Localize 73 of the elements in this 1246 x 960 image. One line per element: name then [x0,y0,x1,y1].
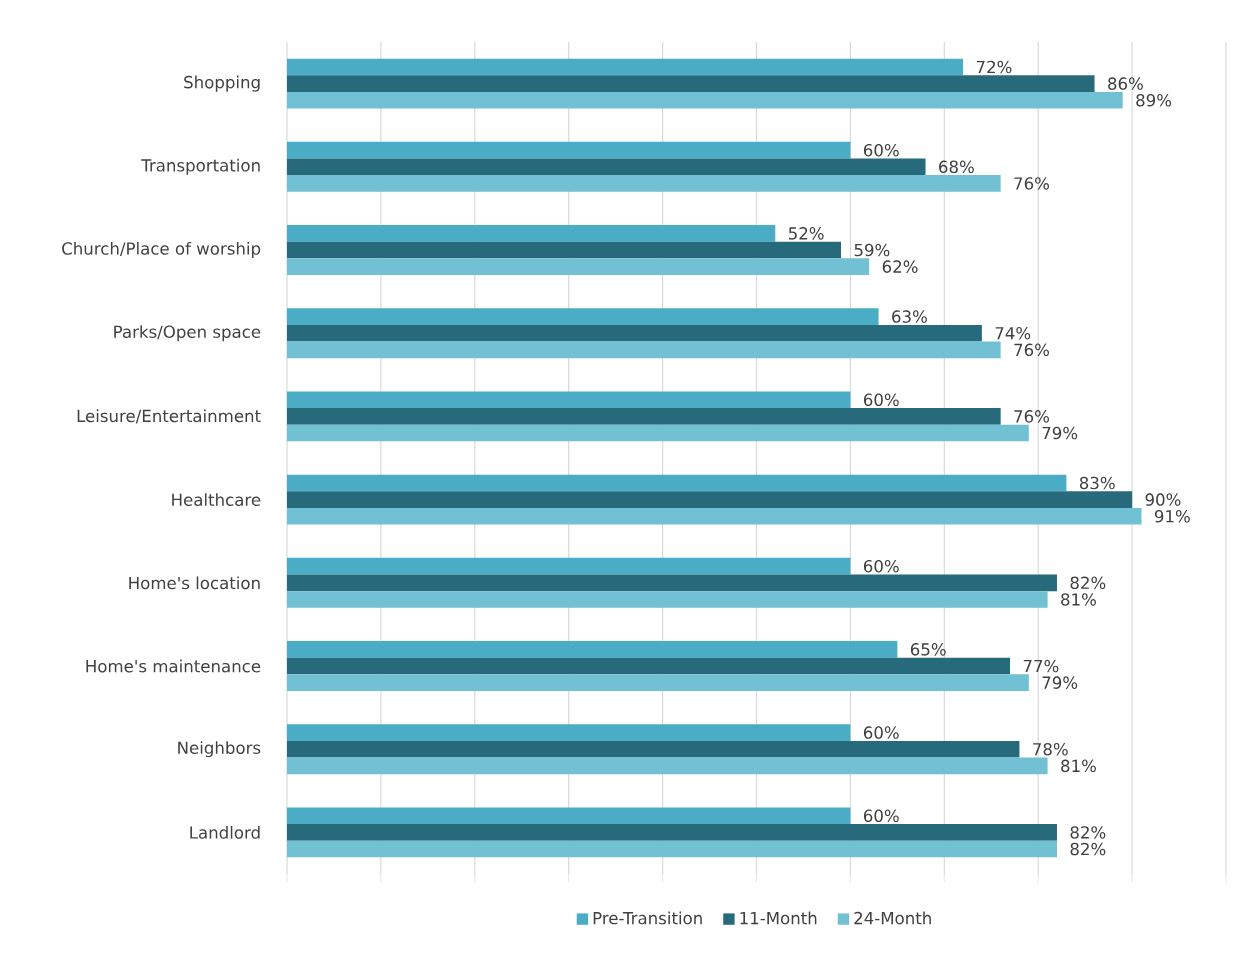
bar [287,408,1001,425]
bar [287,474,1067,492]
bar [287,757,1048,775]
bar [287,724,851,741]
data-label: 60% [863,559,899,573]
data-label: 59% [854,243,890,257]
data-label: 52% [788,227,824,240]
bar [287,641,898,658]
data-label: 74% [995,326,1031,340]
bar [287,424,1029,442]
data-label: 83% [1079,476,1115,490]
bar [287,75,1095,92]
data-label: 62% [882,260,918,273]
y-tick-label: Parks/Open space [114,325,261,342]
data-label: 68% [939,160,974,174]
bar [287,557,851,575]
legend-label: Pre-Transition [593,911,702,925]
bar [287,507,1142,525]
bar [287,158,926,176]
data-label: 79% [1042,426,1078,440]
bar [287,491,1133,508]
bar [287,308,879,325]
data-label: 86% [1108,77,1143,90]
data-label: 65% [910,643,946,656]
y-tick-label: Landlord [190,825,260,839]
bar [287,824,1057,841]
data-label: 76% [1014,343,1049,357]
data-label: 82% [1070,826,1106,839]
bar [287,591,1048,608]
y-tick-label: Home's location [129,576,260,590]
bar [287,574,1057,592]
y-tick-label: Leisure/Entertainment [77,409,261,424]
data-label: 76% [1014,410,1049,423]
data-label: 72% [976,60,1012,74]
bar [287,391,851,409]
legend-label: 24-Month [854,911,931,925]
bar [287,91,1123,109]
data-label: 82% [1070,576,1106,590]
data-label: 79% [1042,676,1078,689]
bar [287,674,1029,691]
y-tick-label: Neighbors [178,741,261,758]
data-label: 89% [1136,93,1172,107]
y-tick-label: Healthcare [172,493,261,507]
bar [287,324,982,342]
data-label: 63% [892,310,927,323]
data-label: 81% [1061,759,1096,773]
y-tick-label: Home's maintenance [86,659,261,673]
bar [287,840,1057,858]
data-label: 60% [863,809,899,823]
data-label: 90% [1145,493,1181,506]
y-tick-label: Church/Place of worship [62,241,261,259]
y-tick-label: Transportation [141,158,260,175]
bar [287,740,1020,758]
data-label: 81% [1061,593,1096,606]
bar [287,141,851,159]
bar [287,58,964,76]
bar [287,657,1011,675]
bar [287,241,842,259]
bar [287,225,776,242]
data-label: 78% [1033,742,1068,756]
legend-label: 11-Month [740,911,817,925]
data-label: 60% [863,393,899,407]
data-label: 60% [863,143,899,157]
data-label: 77% [1023,659,1059,673]
y-tick-label: Shopping [184,75,260,92]
bar [287,341,1001,359]
data-label: 60% [863,726,899,739]
data-label: 76% [1014,177,1049,190]
data-label: 82% [1070,842,1106,856]
data-label: 91% [1154,509,1190,523]
bar [287,807,851,825]
bar [287,258,870,275]
bar [287,175,1001,192]
